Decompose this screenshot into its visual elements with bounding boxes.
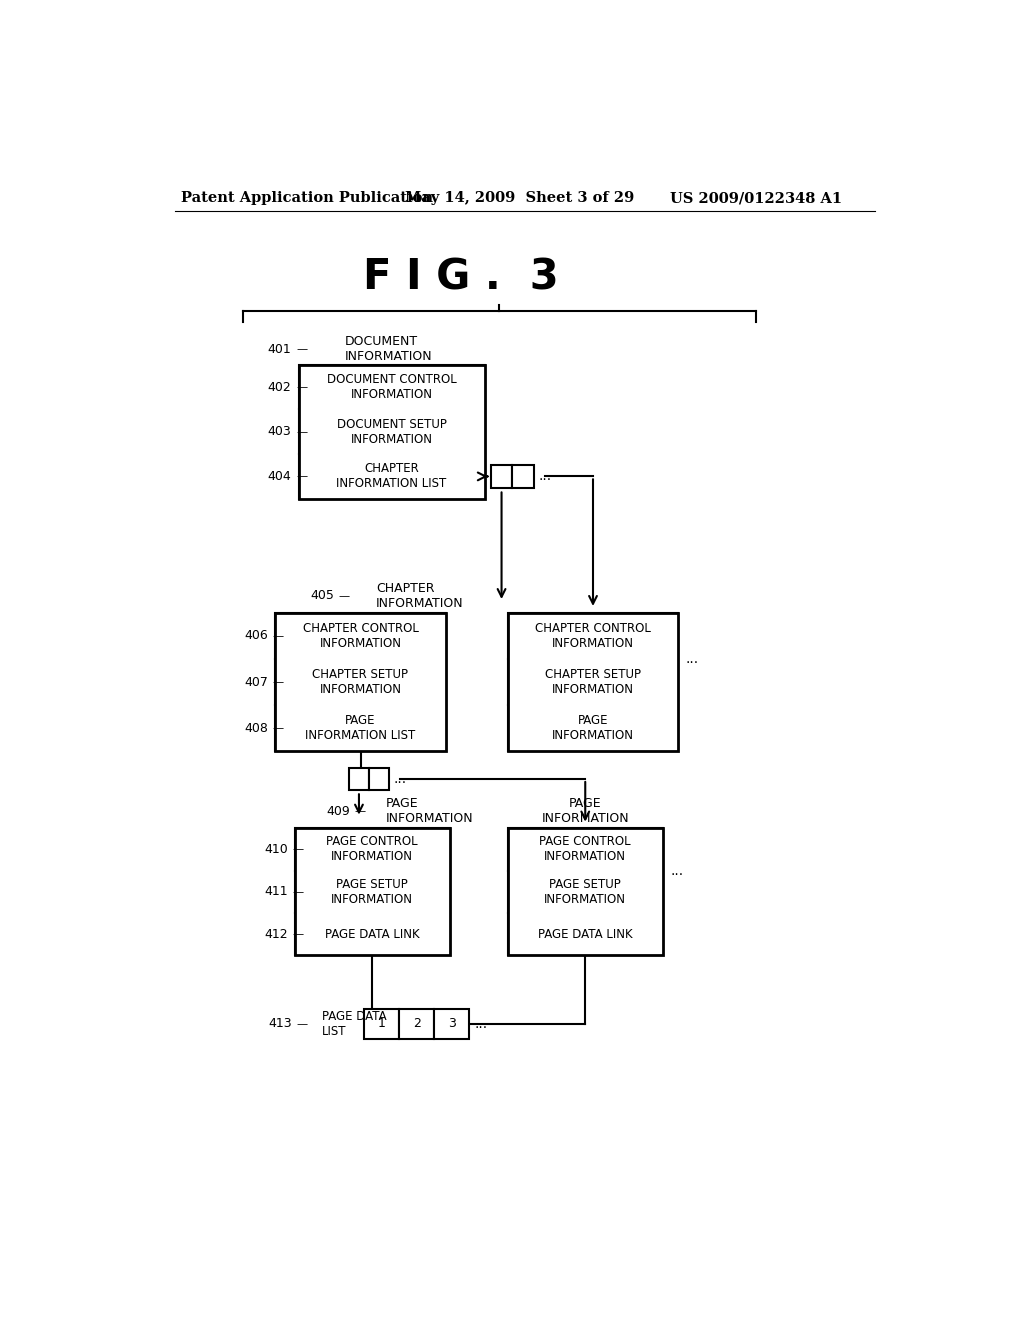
Text: PAGE DATA
LIST: PAGE DATA LIST bbox=[322, 1010, 386, 1038]
Text: 405: 405 bbox=[310, 589, 334, 602]
Text: —: — bbox=[296, 345, 307, 354]
Bar bbox=[508, 913, 663, 956]
Text: —: — bbox=[273, 723, 284, 733]
Bar bbox=[490, 465, 512, 488]
Bar bbox=[349, 768, 369, 789]
Text: Patent Application Publication: Patent Application Publication bbox=[180, 191, 433, 206]
Bar bbox=[369, 768, 389, 789]
Text: PAGE DATA LINK: PAGE DATA LINK bbox=[325, 928, 420, 941]
Bar bbox=[399, 1010, 434, 1039]
Text: CHAPTER SETUP
INFORMATION: CHAPTER SETUP INFORMATION bbox=[312, 668, 409, 696]
Bar bbox=[275, 659, 445, 705]
Text: DOCUMENT CONTROL
INFORMATION: DOCUMENT CONTROL INFORMATION bbox=[327, 374, 457, 401]
Text: 412: 412 bbox=[264, 928, 288, 941]
Text: 407: 407 bbox=[245, 676, 268, 689]
Text: 410: 410 bbox=[264, 843, 288, 855]
Text: CHAPTER SETUP
INFORMATION: CHAPTER SETUP INFORMATION bbox=[545, 668, 641, 696]
Text: 409: 409 bbox=[326, 805, 349, 818]
Text: —: — bbox=[296, 1019, 307, 1028]
Bar bbox=[275, 612, 445, 659]
Bar bbox=[295, 913, 450, 956]
Bar bbox=[508, 659, 678, 705]
Bar bbox=[508, 612, 678, 751]
Bar bbox=[434, 1010, 469, 1039]
Text: DOCUMENT SETUP
INFORMATION: DOCUMENT SETUP INFORMATION bbox=[337, 417, 446, 446]
Text: —: — bbox=[296, 381, 307, 392]
Bar bbox=[508, 612, 678, 659]
Bar bbox=[512, 465, 535, 488]
Bar bbox=[508, 829, 663, 871]
Bar bbox=[508, 871, 663, 913]
Text: CHAPTER
INFORMATION: CHAPTER INFORMATION bbox=[376, 582, 464, 610]
Text: CHAPTER CONTROL
INFORMATION: CHAPTER CONTROL INFORMATION bbox=[302, 622, 419, 649]
Text: 406: 406 bbox=[245, 630, 268, 643]
Bar bbox=[295, 871, 450, 913]
Text: PAGE DATA LINK: PAGE DATA LINK bbox=[538, 928, 633, 941]
Text: PAGE SETUP
INFORMATION: PAGE SETUP INFORMATION bbox=[544, 878, 627, 906]
Bar bbox=[299, 454, 484, 499]
Bar bbox=[299, 364, 484, 409]
Text: PAGE SETUP
INFORMATION: PAGE SETUP INFORMATION bbox=[331, 878, 413, 906]
Text: ...: ... bbox=[686, 652, 698, 665]
Text: ...: ... bbox=[539, 470, 552, 483]
Text: 413: 413 bbox=[268, 1018, 292, 1031]
Text: ...: ... bbox=[393, 772, 407, 785]
Bar bbox=[299, 409, 484, 454]
Text: DOCUMENT
INFORMATION: DOCUMENT INFORMATION bbox=[345, 335, 432, 363]
Text: PAGE CONTROL
INFORMATION: PAGE CONTROL INFORMATION bbox=[540, 836, 631, 863]
Text: —: — bbox=[292, 887, 303, 896]
Text: PAGE CONTROL
INFORMATION: PAGE CONTROL INFORMATION bbox=[327, 836, 418, 863]
Text: —: — bbox=[339, 591, 350, 601]
Text: CHAPTER CONTROL
INFORMATION: CHAPTER CONTROL INFORMATION bbox=[536, 622, 651, 649]
Text: 2: 2 bbox=[413, 1018, 421, 1031]
Text: —: — bbox=[273, 677, 284, 686]
Text: —: — bbox=[292, 845, 303, 854]
Text: 1: 1 bbox=[378, 1018, 386, 1031]
Text: 404: 404 bbox=[267, 470, 292, 483]
Text: PAGE
INFORMATION: PAGE INFORMATION bbox=[542, 797, 629, 825]
Text: 401: 401 bbox=[267, 343, 292, 356]
Text: 411: 411 bbox=[264, 886, 288, 899]
Text: 403: 403 bbox=[267, 425, 292, 438]
Bar bbox=[295, 829, 450, 956]
Text: ...: ... bbox=[670, 863, 683, 878]
Text: CHAPTER
INFORMATION LIST: CHAPTER INFORMATION LIST bbox=[336, 462, 446, 491]
Text: —: — bbox=[296, 471, 307, 482]
Text: PAGE
INFORMATION LIST: PAGE INFORMATION LIST bbox=[305, 714, 416, 742]
Text: May 14, 2009  Sheet 3 of 29: May 14, 2009 Sheet 3 of 29 bbox=[406, 191, 635, 206]
Text: ...: ... bbox=[475, 1016, 488, 1031]
Text: 402: 402 bbox=[267, 380, 292, 393]
Text: 3: 3 bbox=[447, 1018, 456, 1031]
Text: —: — bbox=[292, 929, 303, 939]
Text: 408: 408 bbox=[245, 722, 268, 735]
Text: F I G .  3: F I G . 3 bbox=[364, 257, 559, 298]
Bar bbox=[275, 612, 445, 751]
Text: —: — bbox=[354, 807, 366, 816]
Bar bbox=[508, 829, 663, 956]
Bar bbox=[299, 364, 484, 499]
Text: —: — bbox=[296, 426, 307, 437]
Bar bbox=[295, 829, 450, 871]
Text: —: — bbox=[273, 631, 284, 640]
Bar bbox=[365, 1010, 399, 1039]
Bar bbox=[275, 705, 445, 751]
Text: US 2009/0122348 A1: US 2009/0122348 A1 bbox=[671, 191, 843, 206]
Text: PAGE
INFORMATION: PAGE INFORMATION bbox=[552, 714, 634, 742]
Bar bbox=[508, 705, 678, 751]
Text: PAGE
INFORMATION: PAGE INFORMATION bbox=[386, 797, 474, 825]
